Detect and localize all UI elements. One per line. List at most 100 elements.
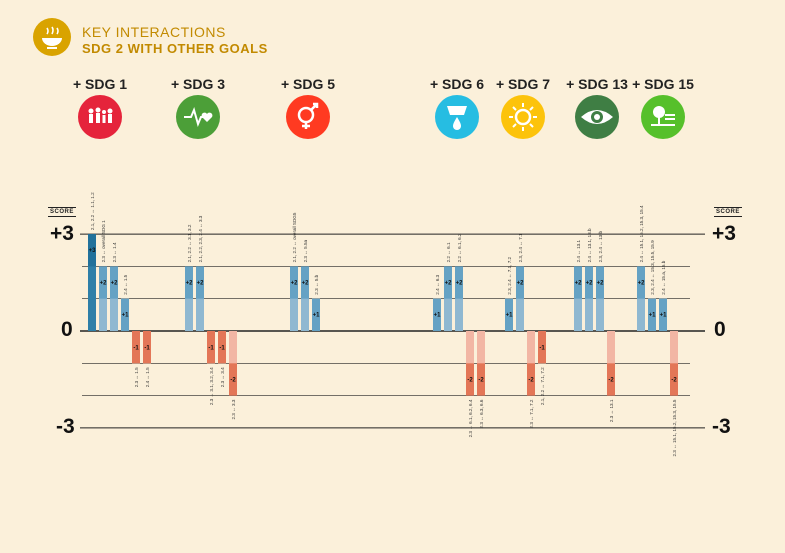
bar-cap xyxy=(218,331,226,364)
tick-label-right-zero: 0 xyxy=(714,318,726,341)
goal-label-6: + SDG 13 xyxy=(566,76,628,92)
bar-cap xyxy=(527,363,535,396)
bar xyxy=(196,266,204,331)
bar-cap xyxy=(229,363,237,396)
bar-cap xyxy=(538,331,546,364)
bar xyxy=(455,266,463,331)
bar-interaction-label: 2.3 ↔ 13.1 xyxy=(609,399,614,422)
bar-cap xyxy=(659,298,667,331)
bar-cap xyxy=(574,266,582,299)
bar-value-label: +2 xyxy=(186,280,194,286)
bar-interaction-label: 2.4 ↔ 6.3 xyxy=(435,274,440,294)
goal-label-2: + SDG 3 xyxy=(170,76,226,92)
bar-value-label: -2 xyxy=(528,378,534,384)
bar-cap xyxy=(196,266,204,299)
bar-cap xyxy=(99,266,107,299)
bar-cap xyxy=(110,266,118,299)
bar-cap xyxy=(637,266,645,299)
bar-value-label: -1 xyxy=(144,345,150,351)
score-label-right: SCORE xyxy=(714,207,742,217)
bar-value-label: +2 xyxy=(638,280,646,286)
page-title: KEY INTERACTIONS xyxy=(82,24,226,40)
bar-cap xyxy=(596,266,604,299)
bar-cap xyxy=(466,363,474,396)
gender-icon xyxy=(286,95,330,139)
bar-cap xyxy=(132,331,140,364)
family-icon xyxy=(78,95,122,139)
bar-interaction-label: 2.3 ↔ 5.b xyxy=(314,274,319,294)
bar-interaction-label: 2.3 ↔ 6.3, 6.6 xyxy=(479,399,484,428)
page-subtitle: SDG 2 WITH OTHER GOALS xyxy=(82,41,268,56)
bar-interaction-label: 2.1, 2.2, 2.3, 2.4 ↔ 3.3 xyxy=(198,215,203,262)
bar-value-label: +2 xyxy=(586,280,594,286)
bar-interaction-label: 2.3 ↔ 5.5a xyxy=(303,239,308,262)
bar-interaction-label: 2.3 ↔ overall SDG 1 xyxy=(101,220,106,263)
heartbeat-icon xyxy=(176,95,220,139)
bar-value-label: -2 xyxy=(608,378,614,384)
bar-cap xyxy=(433,298,441,331)
bar-interaction-label: 2.3, 2.4 ↔ 13.b xyxy=(598,231,603,263)
bar-value-label: -1 xyxy=(133,345,139,351)
bar-value-label: -2 xyxy=(230,378,236,384)
bar-value-label: +2 xyxy=(111,280,119,286)
bar-cap xyxy=(301,266,309,299)
bar-value-label: -1 xyxy=(539,345,545,351)
water-icon xyxy=(435,95,479,139)
bar-value-label: +2 xyxy=(100,280,108,286)
bar-value-label: -1 xyxy=(208,345,214,351)
bar-interaction-label: 2.4 ↔ 13.1, 13.b xyxy=(587,228,592,262)
bar-interaction-label: 2.3 ↔ 3.4 xyxy=(220,367,225,387)
bar-cap xyxy=(444,266,452,299)
bar-value-label: +2 xyxy=(597,280,605,286)
bar-value-label: +2 xyxy=(302,280,310,286)
bar-interaction-label: 2.3 ↔ 1.5 xyxy=(134,367,139,387)
bar-value-label: +2 xyxy=(456,280,464,286)
bar-cap xyxy=(516,266,524,299)
score-label-left: SCORE xyxy=(48,207,76,217)
bar-interaction-label: 2.1, 2.2 ↔ overall SDG5 xyxy=(292,212,297,262)
tick-label-left-zero: 0 xyxy=(61,318,73,341)
bar-interaction-label: 2.4 ↔ 15.1, 15.2, 15.3, 15.4 xyxy=(639,205,644,262)
bar-value-label: -2 xyxy=(671,378,677,384)
bar-cap xyxy=(121,298,129,331)
bar xyxy=(301,266,309,331)
bar-cap xyxy=(648,298,656,331)
bar-cap xyxy=(670,363,678,396)
bar xyxy=(585,266,593,331)
bar-cap xyxy=(88,234,96,267)
sun-icon xyxy=(501,95,545,139)
bar-cap xyxy=(312,298,320,331)
bowl-icon xyxy=(33,18,71,56)
bar-cap xyxy=(290,266,298,299)
bar xyxy=(637,266,645,331)
bar-interaction-label: 2.3, 2.4 ↔ 7.1 xyxy=(518,233,523,262)
tick-label-left-bottom: -3 xyxy=(56,415,75,438)
bar-interaction-label: 2.4 ↔ 1.5 xyxy=(145,367,150,387)
bar-value-label: +1 xyxy=(313,313,321,319)
bar-interaction-label: 2.1, 2.2 ↔ 7.1, 7.2 xyxy=(540,367,545,405)
bar-interaction-label: 2.3 ↔ 3.3 xyxy=(231,399,236,419)
bar xyxy=(596,266,604,331)
bar-value-label: +3 xyxy=(89,248,97,254)
bar-value-label: +1 xyxy=(506,313,514,319)
bar-cap xyxy=(585,266,593,299)
bar-interaction-label: 2.3 ↔ 7.1, 7.2 xyxy=(529,399,534,428)
bar-cap xyxy=(607,363,615,396)
bar xyxy=(185,266,193,331)
bar-interaction-label: 2.1, 2.2 ↔ 3.1, 3.2 xyxy=(187,224,192,262)
bar-interaction-label: 2.4 ↔ 15.a, 15.b xyxy=(661,260,666,294)
goal-label-1: + SDG 1 xyxy=(72,76,128,92)
bar-interaction-label: 2.4 ↔ 13.1 xyxy=(576,239,581,262)
bar-cap xyxy=(505,298,513,331)
bar-interaction-label: 2.1, 2.2 ↔ 1.1, 1.2 xyxy=(90,192,95,230)
bar-value-label: +1 xyxy=(434,313,442,319)
tree-icon xyxy=(641,95,685,139)
bar-value-label: +2 xyxy=(575,280,583,286)
bar-value-label: +1 xyxy=(660,313,668,319)
bar-interaction-label: 2.3 ↔ 15.1, 15.2, 15.3, 15.5 xyxy=(672,399,677,456)
bar-interaction-label: 2.2 ↔ 6.1, 6.2 xyxy=(457,233,462,262)
bar-value-label: +2 xyxy=(197,280,205,286)
bar xyxy=(88,234,96,331)
goal-label-7: + SDG 15 xyxy=(632,76,694,92)
